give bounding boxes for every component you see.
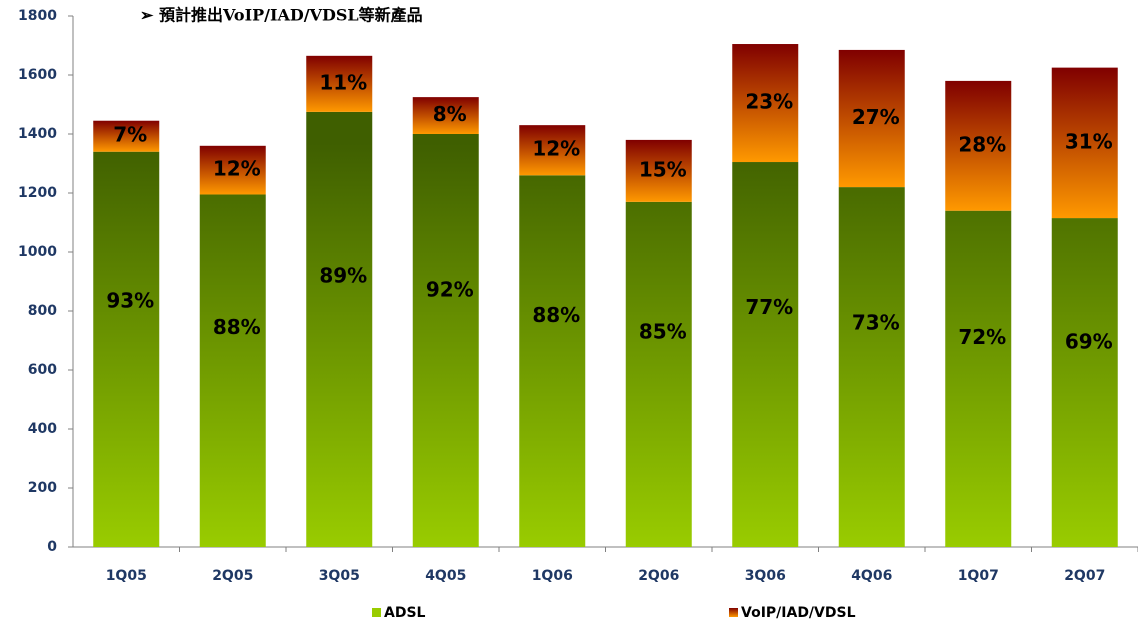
bar-segment xyxy=(625,201,692,547)
x-tick-label: 3Q06 xyxy=(745,568,786,584)
percent-label: 23% xyxy=(745,90,793,114)
x-tick-label: 1Q06 xyxy=(532,568,573,584)
bar-segment xyxy=(945,210,1012,547)
percent-label: 7% xyxy=(113,123,147,147)
x-tick-label: 1Q05 xyxy=(106,568,147,584)
bar-segment xyxy=(199,145,266,195)
percent-label: 88% xyxy=(532,303,580,327)
y-tick-label: 0 xyxy=(47,539,57,555)
x-tick-label: 1Q07 xyxy=(958,568,999,584)
y-tick-label: 1000 xyxy=(18,244,57,260)
x-tick-label: 2Q05 xyxy=(212,568,253,584)
bar-segment xyxy=(93,151,160,547)
y-tick-label: 400 xyxy=(28,421,57,437)
x-tick-label: 4Q05 xyxy=(425,568,466,584)
x-tick-label: 4Q06 xyxy=(851,568,892,584)
bar-segment xyxy=(625,139,692,202)
percent-label: 92% xyxy=(426,277,474,301)
y-tick-label: 200 xyxy=(28,480,57,496)
bar-segment xyxy=(1051,218,1118,547)
bar-segment xyxy=(732,44,799,163)
bar-segment xyxy=(519,125,586,176)
legend-label: ADSL xyxy=(384,605,426,621)
bar-segment xyxy=(412,97,479,134)
bar-segment xyxy=(306,111,373,547)
legend-label: VoIP/IAD/VDSL xyxy=(741,605,856,621)
percent-label: 31% xyxy=(1065,129,1113,153)
bar-segment xyxy=(945,80,1012,211)
legend-swatch xyxy=(372,608,381,617)
y-tick-label: 1600 xyxy=(18,67,57,83)
percent-label: 11% xyxy=(319,70,367,94)
percent-label: 85% xyxy=(639,320,687,344)
percent-label: 28% xyxy=(958,132,1006,156)
y-tick-label: 1400 xyxy=(18,126,57,142)
percent-label: 12% xyxy=(213,157,261,181)
bar-segment xyxy=(838,187,905,547)
percent-label: 73% xyxy=(852,310,900,334)
y-tick-label: 600 xyxy=(28,362,57,378)
bar-segment xyxy=(412,134,479,547)
y-tick-label: 1200 xyxy=(18,185,57,201)
chart-title: ➢ 預計推出VoIP/IAD/VDSL等新產品 xyxy=(140,6,423,25)
bar-segment xyxy=(519,175,586,548)
legend-swatch xyxy=(729,608,738,617)
x-tick-label: 3Q05 xyxy=(319,568,360,584)
percent-label: 72% xyxy=(958,325,1006,349)
percent-label: 93% xyxy=(106,288,154,312)
percent-label: 27% xyxy=(852,105,900,129)
percent-label: 89% xyxy=(319,264,367,288)
x-tick-label: 2Q07 xyxy=(1064,568,1105,584)
y-tick-label: 1800 xyxy=(18,8,57,24)
bar-segment xyxy=(838,49,905,188)
bar-segment xyxy=(306,55,373,112)
x-tick-label: 2Q06 xyxy=(638,568,679,584)
y-tick-label: 800 xyxy=(28,303,57,319)
percent-label: 88% xyxy=(213,315,261,339)
bar-segment xyxy=(199,194,266,547)
bar-segment xyxy=(1051,67,1118,219)
percent-label: 12% xyxy=(532,137,580,161)
bar-segment xyxy=(732,162,799,547)
percent-label: 8% xyxy=(433,102,467,126)
percent-label: 69% xyxy=(1065,330,1113,354)
percent-label: 77% xyxy=(745,295,793,319)
percent-label: 15% xyxy=(639,157,687,181)
bar-segment xyxy=(93,120,160,152)
